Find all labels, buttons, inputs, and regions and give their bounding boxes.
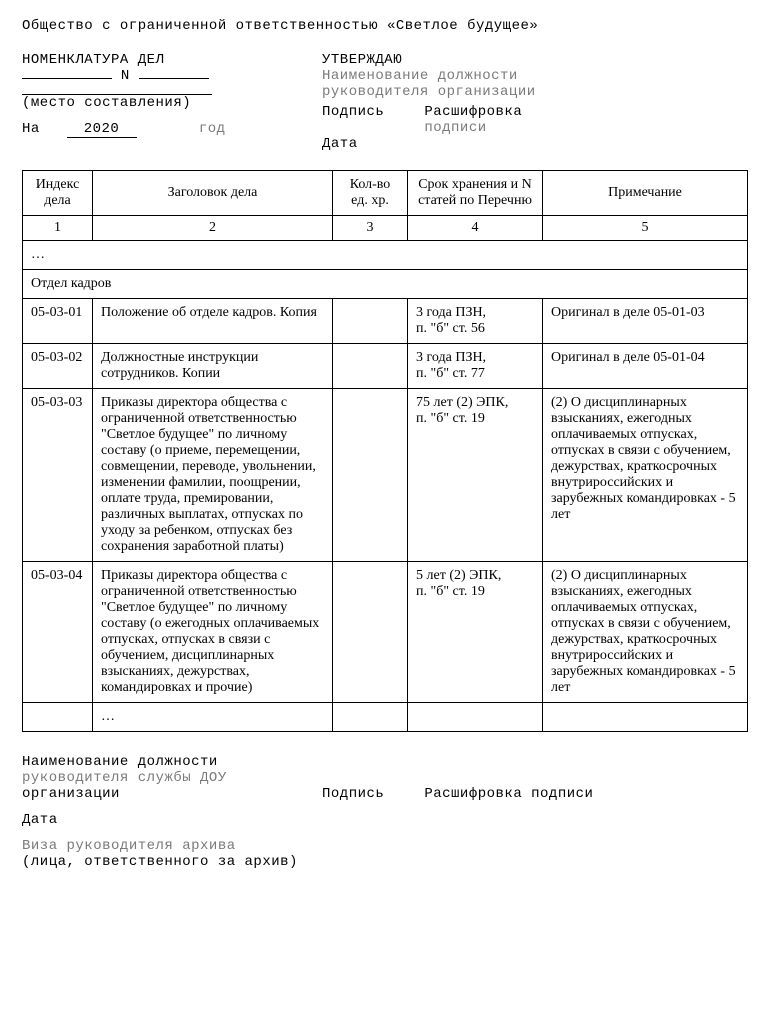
- cell-note: (2) О дисциплинарных взысканиях, ежегодн…: [543, 562, 748, 703]
- cell-note: Оригинал в деле 05-01-04: [543, 344, 748, 389]
- header-right: УТВЕРЖДАЮ Наименование должности руковод…: [322, 52, 748, 152]
- decode-label: Расшифровка: [424, 104, 522, 120]
- n-label: N: [121, 68, 130, 84]
- footer: Наименование должности руководителя служ…: [22, 754, 748, 870]
- footer-decode: Расшифровка подписи: [424, 786, 593, 802]
- cell-title: Приказы директора общества с ограниченно…: [93, 562, 333, 703]
- cell-empty: [543, 703, 748, 732]
- header-left: НОМЕНКЛАТУРА ДЕЛ N (место составления) Н…: [22, 52, 322, 152]
- footer-line3: организации: [22, 786, 322, 802]
- cell-title: Должностные инструкции сотрудников. Копи…: [93, 344, 333, 389]
- table-row: 05-03-03 Приказы директора общества с ог…: [23, 389, 748, 562]
- cell-index: 05-03-04: [23, 562, 93, 703]
- cell-term: 3 года ПЗН,п. "б" ст. 77: [408, 344, 543, 389]
- footer-visa1: Виза руководителя архива: [22, 838, 748, 854]
- approve-label: УТВЕРЖДАЮ: [322, 52, 748, 68]
- cell-note: Оригинал в деле 05-01-03: [543, 299, 748, 344]
- decode-label2: подписи: [424, 120, 486, 136]
- footer-sign: Подпись: [322, 786, 384, 802]
- cases-table: Индекс дела Заголовок дела Кол-во ед. хр…: [22, 170, 748, 732]
- colnum-1: 1: [23, 216, 93, 241]
- cell-qty: [333, 344, 408, 389]
- position-line1: Наименование должности: [322, 68, 748, 84]
- place-label: (место составления): [22, 95, 322, 111]
- ellipsis-top: …: [23, 241, 748, 270]
- table-number-row: 1 2 3 4 5: [23, 216, 748, 241]
- cell-qty: [333, 562, 408, 703]
- cell-title: Положение об отделе кадров. Копия: [93, 299, 333, 344]
- colnum-5: 5: [543, 216, 748, 241]
- position-line2: руководителя организации: [322, 84, 748, 100]
- cell-term: 5 лет (2) ЭПК,п. "б" ст. 19: [408, 562, 543, 703]
- god-label: год: [199, 121, 226, 137]
- cell-title: Приказы директора общества с ограниченно…: [93, 389, 333, 562]
- cell-note: (2) О дисциплинарных взысканиях, ежегодн…: [543, 389, 748, 562]
- col-index: Индекс дела: [23, 171, 93, 216]
- footer-line1: Наименование должности: [22, 754, 322, 770]
- cell-qty: [333, 389, 408, 562]
- sign-label: Подпись: [322, 104, 384, 136]
- section-title: Отдел кадров: [23, 270, 748, 299]
- cell-ellipsis: …: [93, 703, 333, 732]
- col-term: Срок хранения и N статей по Перечню: [408, 171, 543, 216]
- footer-date: Дата: [22, 812, 748, 828]
- nomenclature-title: НОМЕНКЛАТУРА ДЕЛ: [22, 52, 322, 68]
- cell-empty: [408, 703, 543, 732]
- table-row: 05-03-04 Приказы директора общества с ог…: [23, 562, 748, 703]
- col-qty: Кол-во ед. хр.: [333, 171, 408, 216]
- cell-index: 05-03-03: [23, 389, 93, 562]
- cell-term: 3 года ПЗН,п. "б" ст. 56: [408, 299, 543, 344]
- date-label: Дата: [322, 136, 748, 152]
- col-note: Примечание: [543, 171, 748, 216]
- cell-empty: [333, 703, 408, 732]
- colnum-3: 3: [333, 216, 408, 241]
- org-name: Общество с ограниченной ответственностью…: [22, 18, 748, 34]
- table-row: 05-03-02 Должностные инструкции сотрудни…: [23, 344, 748, 389]
- cell-qty: [333, 299, 408, 344]
- table-row: 05-03-01 Положение об отделе кадров. Коп…: [23, 299, 748, 344]
- na-label: На: [22, 121, 40, 137]
- cell-index: 05-03-01: [23, 299, 93, 344]
- colnum-2: 2: [93, 216, 333, 241]
- col-title: Заголовок дела: [93, 171, 333, 216]
- cell-term: 75 лет (2) ЭПК,п. "б" ст. 19: [408, 389, 543, 562]
- cell-empty: [23, 703, 93, 732]
- blank-line-1: [22, 78, 112, 79]
- footer-line2: руководителя службы ДОУ: [22, 770, 322, 786]
- table-row-trailing: …: [23, 703, 748, 732]
- blank-line-2: [139, 78, 209, 79]
- cell-index: 05-03-02: [23, 344, 93, 389]
- year-value: 2020: [67, 121, 137, 138]
- table-header-row: Индекс дела Заголовок дела Кол-во ед. хр…: [23, 171, 748, 216]
- colnum-4: 4: [408, 216, 543, 241]
- footer-visa2: (лица, ответственного за архив): [22, 854, 748, 870]
